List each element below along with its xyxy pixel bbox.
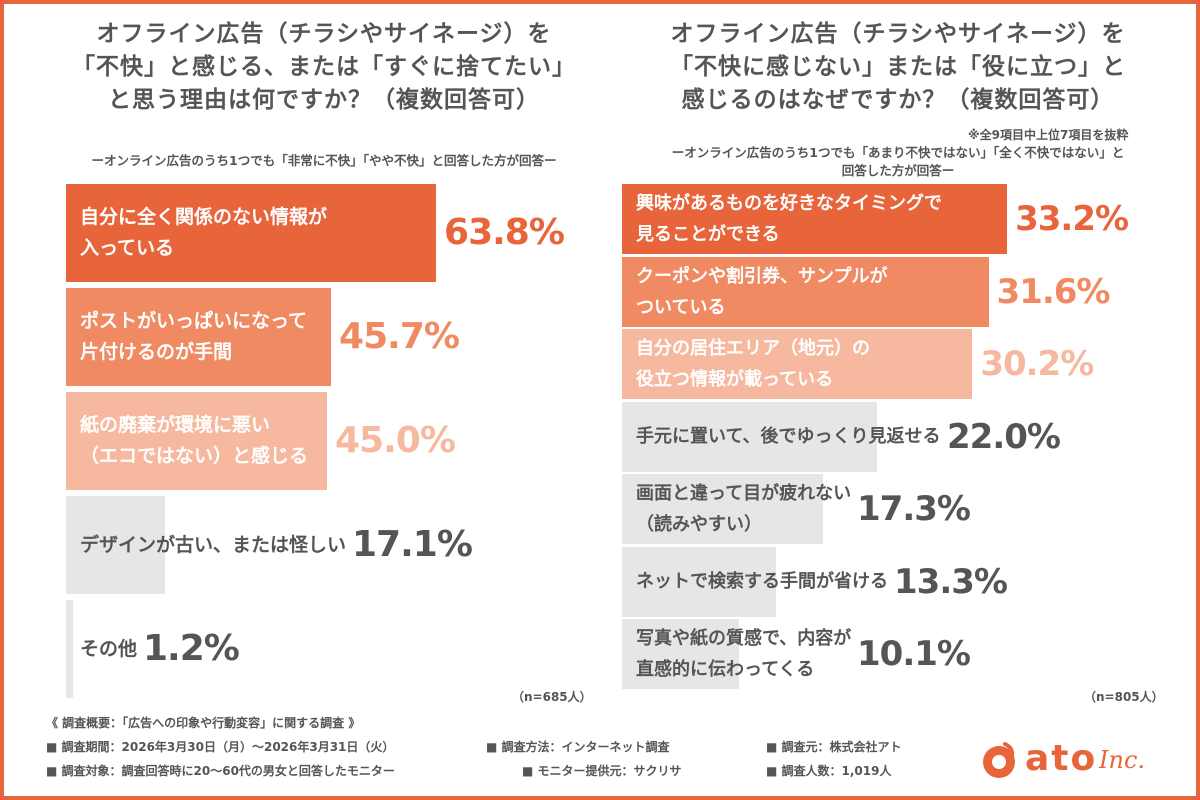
survey-heading: 《 調査概要：「広告への印象や行動変容」に関する調査 》 [46,716,361,730]
right-chart-note: ※全9項目中上位7項目を抜粋 [968,128,1129,142]
left-sample-size: （n=685人） [512,690,592,704]
bar-value-3: 45.0% [335,420,456,461]
bar-value-7: 10.1% [857,634,971,674]
bar-label-3: 自分の居住エリア（地元）の 役立つ情報が載っている [636,338,870,390]
bar-label-1: 興味があるものを好きなタイミングで 見ることができる [636,193,942,245]
bar-label-2: クーポンや割引券、サンプルが ついている [636,265,888,318]
left-chart-panel: オフライン広告（チラシやサイネージ）を 「不快」と感じる、または「すぐに捨てたい… [44,4,604,704]
ato-logo-icon [983,742,1015,778]
bar-label-3: 紙の廃棄が環境に悪い （エコではない）と感じる [80,414,309,467]
bar-value-4: 22.0% [947,416,1061,457]
bar-value-6: 13.3% [894,561,1008,602]
bar-label-1: 自分に全く関係のない情報が 入っている [80,206,328,259]
left-chart-title: オフライン広告（チラシやサイネージ）を 「不快」と感じる、または「すぐに捨てたい… [72,21,576,113]
survey-provider: ■ モニター提供元：サクリサ [522,764,682,778]
bar-3 [622,329,973,399]
survey-target: ■ 調査対象：調査回答時に20〜60代の男女と回答したモニター [46,764,395,778]
logo-suffix: Inc. [1099,746,1146,774]
bar-label-5: その他 [80,637,138,660]
right-chart-subtitle: ーオンライン広告のうち1つでも「あまり不快ではない」「全く不快ではない」と 回答… [671,145,1125,178]
bar-6 [622,546,777,617]
bar-value-1: 63.8% [444,212,565,253]
survey-period: ■ 調査期間：2026年3月30日（月）〜2026年3月31日（火） [46,740,395,754]
bar-1 [66,184,437,282]
bar-value-5: 1.2% [143,628,240,669]
bar-label-7: 写真や紙の質感で、内容が 直感的に伝わってくる [636,628,852,680]
bar-2 [66,288,332,386]
bar-2 [622,256,989,327]
right-chart-panel: オフライン広告（チラシやサイネージ）を 「不快に感じない」または「役に立つ」と … [618,4,1178,704]
bar-7 [622,619,740,689]
bar-label-4: 手元に置いて、後でゆっくり見返せる [636,426,941,447]
bar-5 [622,474,823,544]
bar-value-3: 30.2% [980,344,1094,384]
bar-label-5: 画面と違って目が疲れない （読みやすい） [636,483,852,535]
right-sample-size: （n=805人） [1084,690,1164,704]
bar-label-6: ネットで検索する手間が省ける [636,571,888,592]
logo-wordmark: ato [1025,738,1098,779]
bar-4 [66,496,166,594]
survey-count: ■ 調査人数：1,019人 [766,764,892,778]
right-chart-title: オフライン広告（チラシやサイネージ）を 「不快に感じない」または「役に立つ」と … [670,21,1126,113]
bar-4 [622,401,878,472]
bar-1 [622,184,1008,254]
company-logo: ato Inc. [979,736,1179,786]
bar-5 [66,600,73,698]
bar-value-2: 45.7% [339,316,460,357]
bar-label-2: ポストがいっぱいになって 片付けるのが手間 [80,310,308,363]
left-chart-subtitle: ーオンライン広告のうち1つでも「非常に不快」「やや不快」と回答した方が回答ー [91,153,557,168]
survey-method: ■ 調査方法：インターネット調査 [486,740,670,754]
survey-sponsor: ■ 調査元：株式会社アト [766,740,902,754]
bar-value-2: 31.6% [996,271,1111,312]
bar-label-4: デザインが古い、または怪しい [80,533,347,556]
bar-value-1: 33.2% [1015,199,1129,239]
bar-3 [66,392,327,490]
bar-value-5: 17.3% [857,489,971,529]
bar-value-4: 17.1% [352,524,473,565]
